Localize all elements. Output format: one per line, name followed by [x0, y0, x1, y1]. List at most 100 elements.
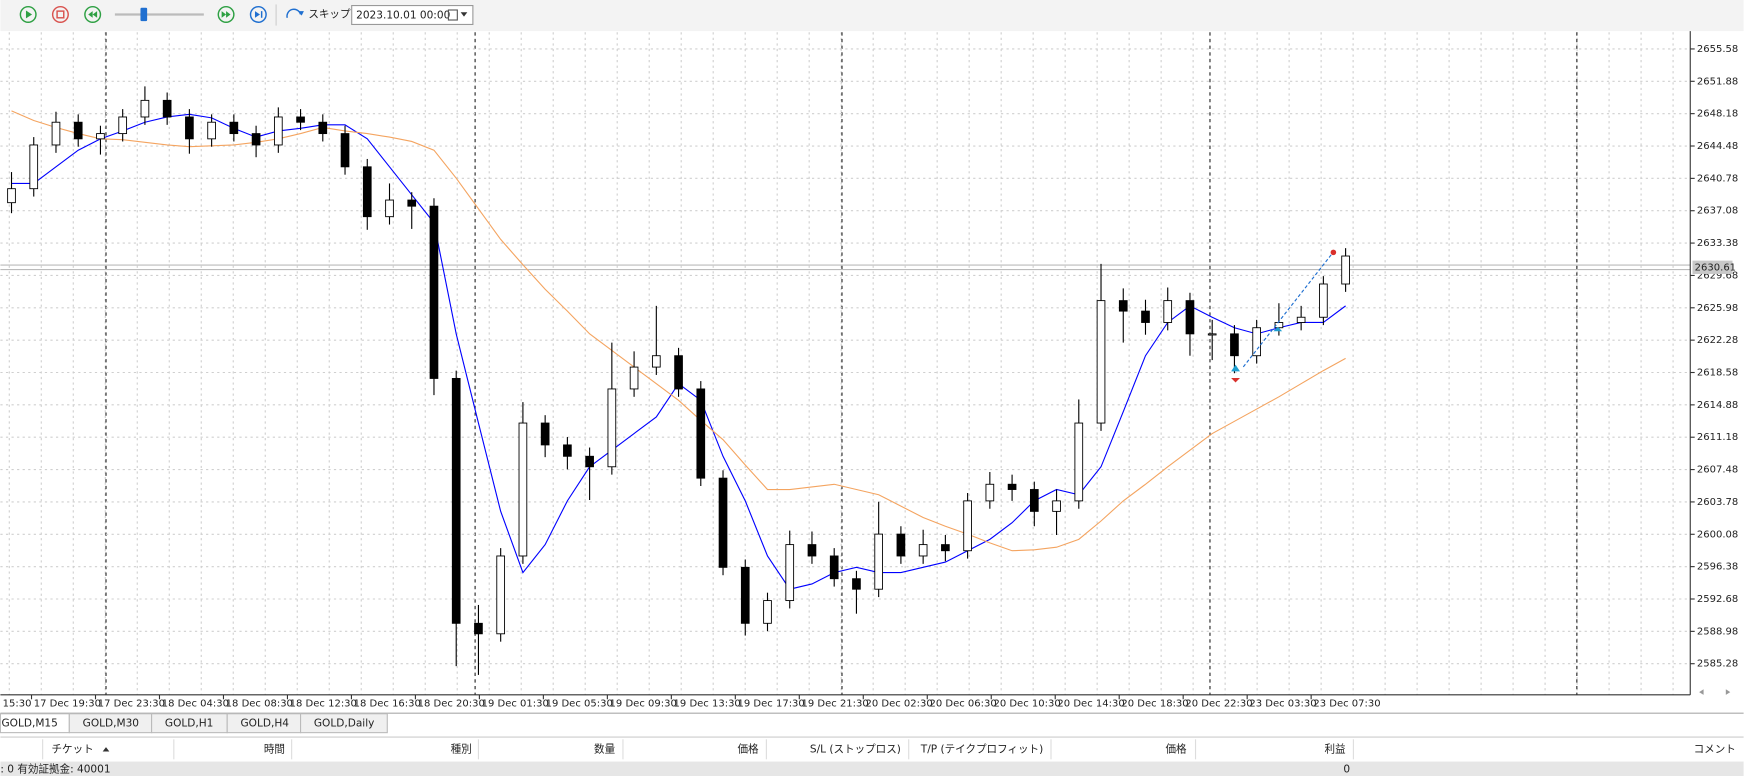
- y-tick-label: 2611.18: [1697, 432, 1738, 443]
- candle-body: [518, 422, 528, 557]
- candle-body: [407, 199, 417, 207]
- tab-label[interactable]: GOLD,M30: [83, 718, 140, 730]
- x-tick-label: 15:30: [3, 699, 32, 710]
- trade-arrow: [1231, 364, 1240, 372]
- trade-marker: [1330, 249, 1337, 256]
- skip-button[interactable]: スキップ: [286, 8, 351, 20]
- candle-body: [629, 366, 639, 390]
- column-header[interactable]: 価格: [737, 742, 759, 755]
- x-tick-label: 20 Dec 06:30: [929, 699, 996, 710]
- candle-body: [607, 388, 617, 468]
- table-header-cells: チケット 時間 種別 数量 価格 S/L (ストップロス) T/P (テイクプロフィット) 価…: [42, 739, 1736, 760]
- candle-body: [318, 121, 328, 135]
- candle-body: [674, 355, 683, 390]
- skip-label: スキップ: [308, 8, 351, 20]
- column-header[interactable]: S/L (ストップロス): [810, 743, 901, 755]
- candle-body: [540, 422, 550, 446]
- candle-body: [1096, 300, 1106, 424]
- step-button[interactable]: [249, 5, 267, 23]
- column-header[interactable]: 種別: [451, 742, 472, 755]
- candle-body: [7, 188, 16, 204]
- candle-body: [385, 199, 394, 218]
- fast-forward-button[interactable]: [217, 5, 235, 23]
- candle-body: [829, 555, 839, 580]
- candle-body: [1118, 300, 1128, 312]
- candle-body: [1274, 322, 1284, 329]
- candle-body: [918, 544, 928, 557]
- y-tick-label: 2614.88: [1697, 400, 1738, 411]
- trade-arrow: [1273, 326, 1283, 332]
- x-tick-label: 19 Dec 21:30: [802, 699, 869, 710]
- trade-line: [1242, 253, 1333, 368]
- x-tick-label: 18 Dec 04:30: [162, 699, 229, 710]
- y-tick-label: 2651.88: [1697, 76, 1738, 87]
- date-picker[interactable]: 2023.10.01 00:00: [351, 5, 474, 26]
- tab-label[interactable]: GOLD,H1: [165, 718, 213, 730]
- candle-body: [1319, 283, 1328, 318]
- candle-body: [162, 99, 172, 118]
- plot: [0, 86, 1691, 675]
- x-tick-label: 17 Dec 19:30: [34, 699, 101, 710]
- y-tick-label: 2600.08: [1697, 529, 1738, 540]
- candle-body: [585, 455, 594, 468]
- y-tick-label: 2596.38: [1697, 562, 1738, 573]
- candle-body: [296, 116, 305, 123]
- trade-arrow: [1231, 377, 1240, 383]
- summary-row: [0, 761, 1744, 776]
- candle-body: [1341, 255, 1350, 285]
- column-header[interactable]: チケット: [52, 743, 94, 755]
- grid: [0, 32, 1691, 695]
- candle-body: [941, 544, 950, 552]
- candle-body: [29, 144, 39, 190]
- candle-body: [763, 600, 772, 624]
- x-tick-label: 19 Dec 05:30: [546, 699, 613, 710]
- y-tick-label: 2637.08: [1697, 206, 1738, 217]
- candle-body: [140, 99, 150, 118]
- x-tick-label: 17 Dec 23:30: [98, 699, 165, 710]
- rewind-button[interactable]: [84, 5, 102, 23]
- column-header[interactable]: T/P (テイクプロフィット): [920, 743, 1043, 755]
- x-tick-label: 20 Dec 02:30: [865, 699, 932, 710]
- tab[interactable]: [300, 713, 388, 734]
- candle-body: [896, 533, 906, 557]
- profit-value: 0: [1343, 763, 1350, 775]
- candle-body: [96, 133, 105, 140]
- column-header[interactable]: 利益: [1324, 742, 1346, 755]
- speed-slider[interactable]: [114, 7, 204, 22]
- tab-label[interactable]: GOLD,M15: [2, 718, 58, 730]
- candle-body: [985, 483, 995, 502]
- last-price-label: 2630.61: [1695, 262, 1736, 273]
- candle-body: [696, 388, 706, 479]
- y-tick-label: 2588.98: [1697, 626, 1738, 637]
- column-header[interactable]: 価格: [1166, 742, 1188, 755]
- y-tick-label: 2592.68: [1697, 594, 1738, 605]
- candle-body: [718, 477, 728, 568]
- play-button[interactable]: [19, 5, 37, 23]
- summary-text: : 0 有効証拠金: 40001: [0, 762, 110, 775]
- candle-body: [1052, 500, 1061, 512]
- y-tick-label: 2603.78: [1697, 497, 1738, 508]
- x-tick-label: 18 Dec 12:30: [290, 699, 357, 710]
- candle-body: [496, 555, 506, 635]
- candle-body: [852, 578, 861, 590]
- chart-tabs: GOLD,M15 GOLD,M30 GOLD,H1 GOLD,H4 GOLD,Daily: [0, 713, 388, 734]
- tab-label[interactable]: GOLD,Daily: [314, 718, 375, 730]
- x-tick-label: 18 Dec 20:30: [418, 699, 485, 710]
- candle-body: [1252, 327, 1262, 357]
- candle-body: [185, 116, 194, 140]
- y-tick-label: 2648.18: [1697, 109, 1738, 120]
- column-header[interactable]: 数量: [594, 742, 616, 755]
- y-tick-label: 2607.48: [1697, 465, 1738, 476]
- date-value: 2023.10.01 00:00: [356, 10, 450, 22]
- tab-label[interactable]: GOLD,H4: [241, 718, 290, 730]
- x-tick-label: 18 Dec 16:30: [354, 699, 421, 710]
- candle-body: [362, 166, 372, 218]
- column-header[interactable]: コメント: [1694, 743, 1736, 755]
- stop-button[interactable]: [51, 5, 69, 23]
- table-header: [0, 737, 1744, 761]
- y-tick-label: 2622.28: [1697, 335, 1738, 346]
- candle-body: [1207, 333, 1217, 336]
- candle-body: [1296, 316, 1306, 323]
- column-header[interactable]: 時間: [264, 743, 285, 755]
